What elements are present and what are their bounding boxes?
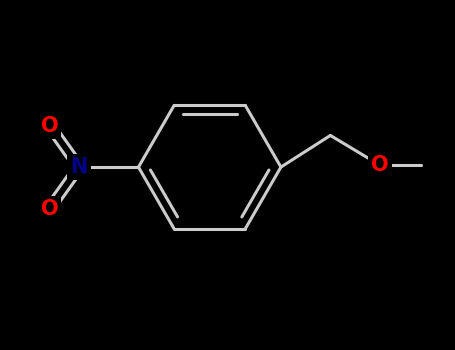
Text: O: O bbox=[371, 155, 389, 175]
Text: O: O bbox=[40, 199, 58, 219]
Text: N: N bbox=[71, 157, 88, 177]
Text: O: O bbox=[40, 116, 58, 135]
